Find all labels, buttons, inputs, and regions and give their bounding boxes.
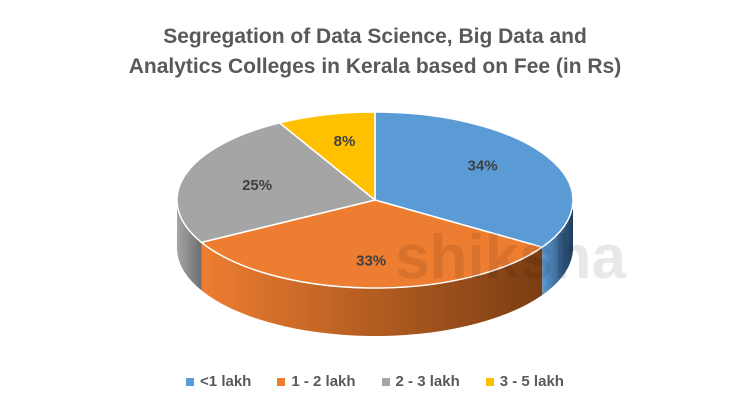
legend-item: <1 lakh bbox=[186, 373, 251, 390]
legend-item: 2 - 3 lakh bbox=[381, 373, 460, 390]
legend-swatch bbox=[381, 377, 390, 386]
chart-title: Segregation of Data Science, Big Data an… bbox=[0, 22, 750, 82]
chart-title-line2: Analytics Colleges in Kerala based on Fe… bbox=[128, 55, 622, 78]
chart-title-line1: Segregation of Data Science, Big Data an… bbox=[163, 25, 587, 48]
pie-side-0 bbox=[542, 200, 573, 296]
legend-label: 2 - 3 lakh bbox=[395, 373, 460, 390]
legend-swatch bbox=[186, 377, 195, 386]
legend-swatch bbox=[485, 377, 494, 386]
pie-slice-2[interactable] bbox=[176, 122, 377, 244]
legend-label: 3 - 5 lakh bbox=[499, 373, 564, 390]
legend-label: 1 - 2 lakh bbox=[291, 373, 356, 390]
pie-slice-3[interactable] bbox=[277, 111, 376, 202]
legend-item: 1 - 2 lakh bbox=[277, 373, 356, 390]
legend-item: 3 - 5 lakh bbox=[485, 373, 564, 390]
legend-label: <1 lakh bbox=[200, 373, 252, 390]
data-label: 25% bbox=[242, 177, 272, 194]
data-label: 8% bbox=[334, 133, 356, 150]
pie-side-1 bbox=[201, 242, 543, 336]
data-label: 33% bbox=[356, 253, 386, 270]
legend: <1 lakh 1 - 2 lakh 2 - 3 lakh 3 - 5 lakh bbox=[0, 373, 750, 390]
legend-swatch bbox=[277, 377, 286, 386]
watermark-text: shiksha bbox=[395, 223, 626, 292]
data-label: 34% bbox=[468, 158, 498, 175]
